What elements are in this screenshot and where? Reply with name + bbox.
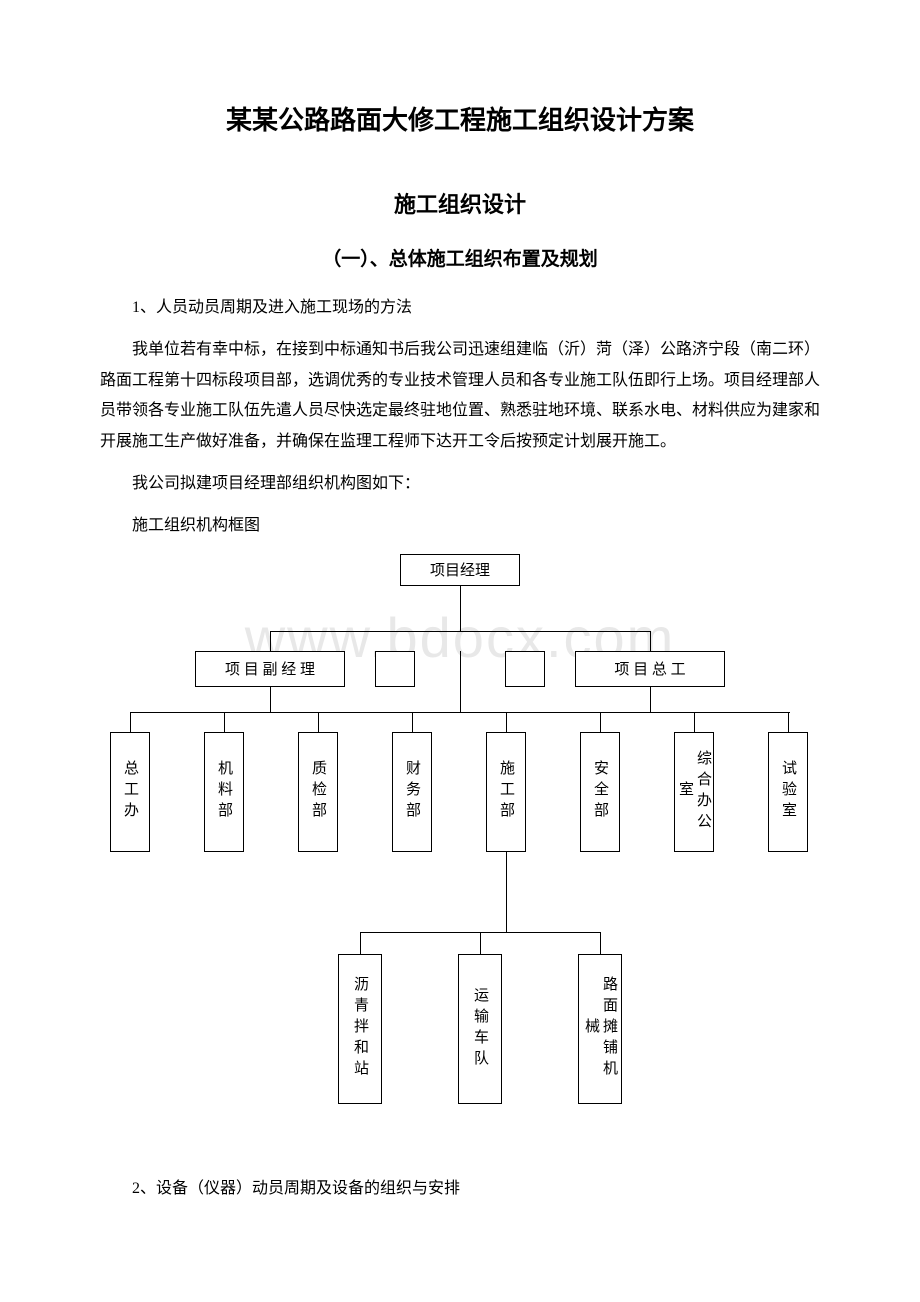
node-team-1: 运输车队 [458,954,502,1104]
node-dept-7: 试验室 [768,732,808,852]
org-line [650,687,651,712]
node-team-2: 路面摊铺机械 [578,954,622,1104]
node-project-manager: 项目经理 [400,554,520,586]
node-deputy-manager: 项 目 副 经 理 [195,651,345,687]
org-line [480,932,481,954]
node-dept-3: 财务部 [392,732,432,852]
org-line [270,631,271,651]
org-line [600,712,601,732]
org-line [270,631,650,632]
org-line [694,712,695,732]
node-dept-2: 质检部 [298,732,338,852]
node-dept-4: 施工部 [486,732,526,852]
node-spacer [375,651,415,687]
node-chief-engineer: 项 目 总 工 [575,651,725,687]
org-line [360,932,361,954]
node-team-0: 沥青拌和站 [338,954,382,1104]
org-line [318,712,319,732]
node-dept-6: 综合办公室 [674,732,714,852]
org-line [130,712,790,713]
org-line [506,712,507,732]
org-line [460,586,461,631]
node-dept-0: 总工办 [110,732,150,852]
org-line [460,651,461,712]
org-chart: 项目经理 项 目 副 经 理 项 目 总 工 总工办 机料部 质检部 财务部 施… [100,554,820,1134]
paragraph-1-heading: 1、人员动员周期及进入施工现场的方法 [100,293,820,323]
paragraph-4-heading: 2、设备（仪器）动员周期及设备的组织与安排 [100,1174,820,1204]
org-line [650,631,651,651]
main-title: 某某公路路面大修工程施工组织设计方案 [100,100,820,137]
node-dept-5: 安全部 [580,732,620,852]
org-line [600,932,601,954]
paragraph-1-body: 我单位若有幸中标，在接到中标通知书后我公司迅速组建临（沂）菏（泽）公路济宁段（南… [100,335,820,457]
org-line [788,712,789,732]
org-line [506,852,507,932]
org-line [270,687,271,712]
org-line [130,712,131,732]
org-line [412,712,413,732]
node-dept-1: 机料部 [204,732,244,852]
sub-title: 施工组织设计 [100,187,820,219]
paragraph-2: 我公司拟建项目经理部组织机构图如下： [100,469,820,499]
paragraph-3: 施工组织机构框图 [100,511,820,541]
org-line [224,712,225,732]
section-title: （一）、总体施工组织布置及规划 [100,244,820,271]
node-spacer [505,651,545,687]
